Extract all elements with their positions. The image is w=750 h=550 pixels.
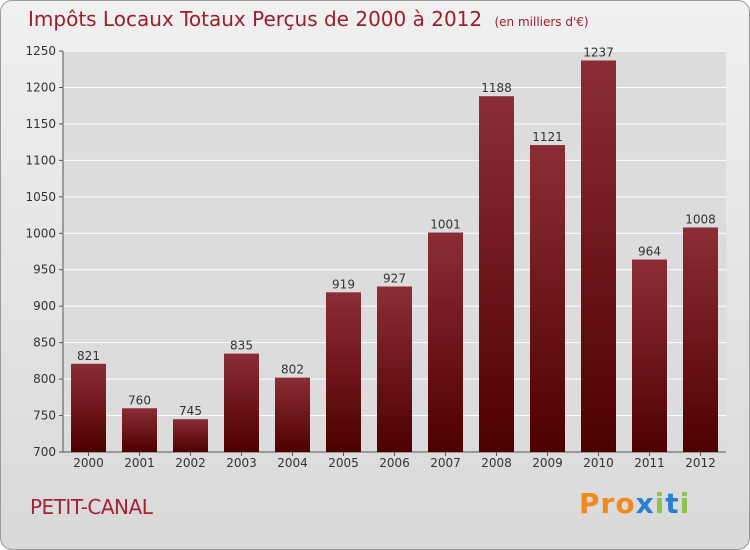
value-label: 1008	[685, 212, 716, 226]
y-tick-label: 1250	[25, 44, 56, 58]
y-tick-label: 750	[33, 409, 56, 423]
y-tick-label: 700	[33, 445, 56, 459]
x-tick-label: 2009	[532, 456, 563, 470]
x-tick-label: 2002	[175, 456, 206, 470]
bar	[326, 292, 361, 452]
bar	[224, 353, 259, 452]
y-tick-label: 900	[33, 299, 56, 313]
logo-letter: r	[600, 487, 616, 520]
chart-title: Impôts Locaux Totaux Perçus de 2000 à 20…	[28, 7, 589, 31]
x-tick-label: 2004	[277, 456, 308, 470]
y-tick-label: 1150	[25, 117, 56, 131]
y-tick-label: 1000	[25, 226, 56, 240]
x-tick-label: 2010	[583, 456, 614, 470]
value-label: 1001	[430, 218, 461, 232]
value-label: 919	[332, 277, 355, 291]
bar	[71, 363, 106, 452]
y-tick-label: 1050	[25, 190, 56, 204]
y-tick-labels: 700 750 800 850 900 950 1000 1050 1100 1150 1200 12…	[25, 44, 56, 459]
value-label: 802	[281, 363, 304, 377]
commune-name: PETIT-CANAL	[30, 495, 153, 519]
x-tick-label: 2011	[634, 456, 665, 470]
x-tick-label: 2000	[73, 456, 104, 470]
bar	[428, 232, 463, 452]
x-tick-label: 2007	[430, 456, 461, 470]
value-label: 760	[128, 393, 151, 407]
x-tick-label: 2005	[328, 456, 359, 470]
value-label: 835	[230, 339, 253, 353]
value-label: 964	[638, 245, 661, 259]
logo-letter: P	[579, 487, 601, 520]
proxiti-logo: Proxiti	[579, 487, 690, 520]
x-tick-label: 2001	[124, 456, 155, 470]
x-tick-labels: 2000 2001 2002 2003 2004 2005 2006 2007 2008 2009…	[73, 456, 716, 470]
y-tick-label: 800	[33, 372, 56, 386]
y-tick-label: 1100	[25, 153, 56, 167]
value-label: 1121	[532, 130, 563, 144]
bar	[479, 96, 514, 452]
value-labels: 821 760 745 835 802 919 927 1001 1188 1121 1237 964…	[77, 45, 716, 418]
bar	[173, 419, 208, 452]
bar	[581, 60, 616, 452]
bar	[530, 145, 565, 452]
x-tick-label: 2012	[685, 456, 716, 470]
logo-letter: t	[665, 487, 680, 520]
value-label: 927	[383, 271, 406, 285]
chart-title-text: Impôts Locaux Totaux Perçus de 2000 à 20…	[28, 7, 483, 31]
logo-letter: x	[635, 487, 655, 520]
x-tick-label: 2006	[379, 456, 410, 470]
bars	[71, 60, 718, 452]
bar	[377, 286, 412, 452]
y-tick-label: 850	[33, 336, 56, 350]
bar	[122, 408, 157, 452]
value-label: 821	[77, 349, 100, 363]
chart-unit-label: (en milliers d'€)	[494, 15, 589, 29]
bar	[683, 227, 718, 452]
y-tick-label: 950	[33, 263, 56, 277]
x-tick-label: 2008	[481, 456, 512, 470]
value-label: 1188	[481, 81, 512, 95]
value-label: 745	[179, 404, 202, 418]
logo-letter: i	[679, 487, 691, 520]
bar	[632, 259, 667, 452]
bar	[275, 377, 310, 452]
y-tick-label: 1200	[25, 80, 56, 94]
x-tick-label: 2003	[226, 456, 257, 470]
value-label: 1237	[583, 45, 614, 59]
logo-letter: o	[615, 487, 636, 520]
logo-letter: i	[654, 487, 666, 520]
